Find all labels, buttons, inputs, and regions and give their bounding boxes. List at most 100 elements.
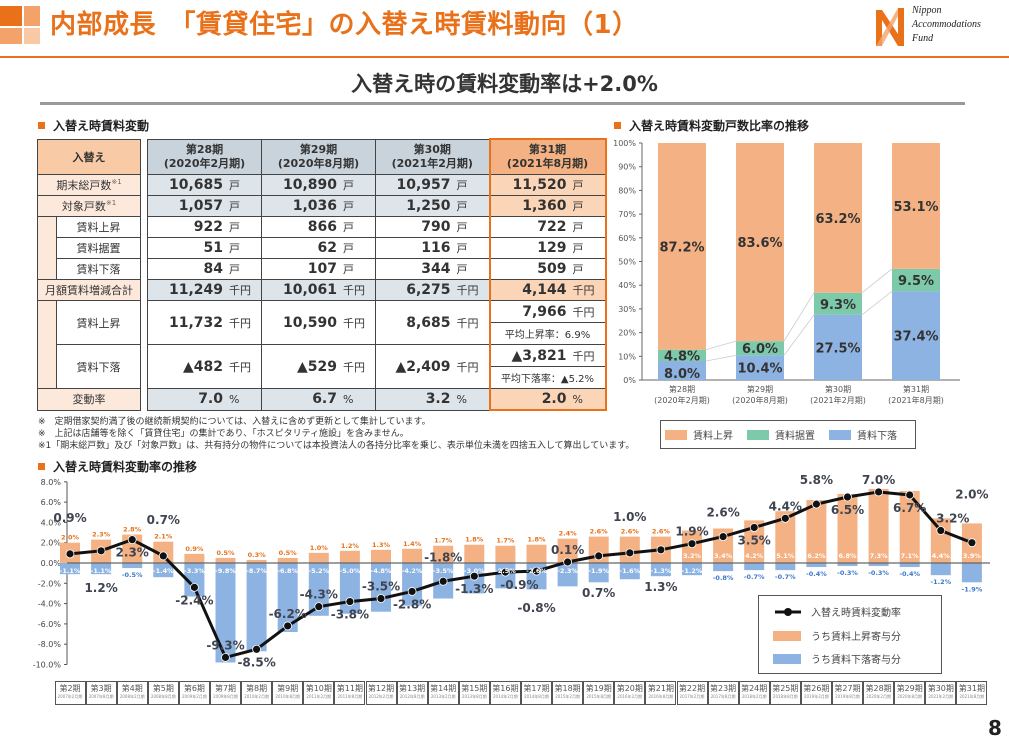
- line-value-label: 1.0%: [613, 510, 646, 524]
- column-header: 第30期 (2021年2月期): [375, 138, 490, 175]
- line-point: [625, 548, 635, 558]
- line-value-label: -0.9%: [500, 578, 538, 592]
- table-row: 賃料下落 ▲482 千円 ▲529 千円 ▲2,409 千円 ▲3,821 千円: [38, 344, 607, 389]
- rent-down-bar: [122, 563, 143, 569]
- header-decoration: [24, 6, 40, 26]
- table-cell: 10,957 戸: [375, 174, 490, 196]
- rent-down-label: -4.2%: [402, 567, 423, 575]
- line-point: [718, 532, 728, 542]
- header-decoration: [24, 28, 40, 44]
- line-value-label: 3.5%: [738, 533, 771, 547]
- rent-up-label: 6.8%: [838, 552, 857, 560]
- y-tick-label: 2.0%: [41, 539, 62, 548]
- y-tick-label: 100%: [613, 139, 636, 148]
- rent-up-label: 0.5%: [279, 549, 298, 557]
- y-tick-label: 90%: [618, 163, 636, 172]
- y-tick-label: 60%: [618, 234, 636, 243]
- legend-item: うち賃料上昇寄与分: [773, 628, 901, 643]
- x-tick-label: 第4期 2008年2月期: [116, 681, 148, 705]
- table-cell: 1,036 戸: [261, 195, 376, 217]
- rent-up-label: 1.3%: [372, 541, 391, 549]
- legend-item: うち賃料下落寄与分: [773, 651, 901, 666]
- rent-down-label: -0.3%: [868, 569, 889, 577]
- line-value-label: 0.9%: [53, 511, 86, 525]
- rent-up-label: 1.8%: [465, 536, 484, 544]
- rent-up-bar: [215, 557, 236, 563]
- data-label: 6.0%: [742, 342, 778, 357]
- y-tick-label: 8.0%: [41, 478, 62, 487]
- bar-segment: [814, 143, 862, 293]
- logo-text: Nippon Accommodations Fund: [912, 5, 981, 44]
- bar-segment: [658, 143, 706, 350]
- line-marker-icon: [775, 607, 801, 616]
- footnotes: ※ 定期借家契約満了後の継続新規契約については、入替えに含めず更新として集計して…: [38, 416, 634, 452]
- x-tick-label: 第28期 2020年2月期: [863, 681, 895, 705]
- rent-up-label: 3.4%: [714, 552, 733, 560]
- rent-down-label: -3.0%: [464, 567, 485, 575]
- rent-up-label: 3.9%: [963, 552, 982, 560]
- rent-down-bar: [557, 563, 578, 587]
- x-tick-label: 第16期 2014年2月期: [489, 681, 521, 705]
- page-number: 8: [988, 716, 1002, 740]
- rent-up-bar: [464, 544, 485, 563]
- x-tick-label: 第9期 2010年8月期: [272, 681, 304, 705]
- rent-down-label: -1.6%: [619, 567, 640, 575]
- line-point: [189, 582, 199, 592]
- line-point: [158, 551, 168, 561]
- rent-down-label: -0.7%: [775, 573, 796, 581]
- rent-down-label: -2.5%: [495, 567, 516, 575]
- x-tick-label: 第21期 2016年8月期: [645, 681, 677, 705]
- stacked-chart-legend: 賃料上昇 賃料据置 賃料下落: [660, 420, 916, 449]
- average-rate-note: 平均上昇率：6.9%: [488, 322, 607, 345]
- y-tick-label: 50%: [618, 258, 636, 267]
- rent-down-label: -0.3%: [837, 569, 858, 577]
- rent-down-bar: [308, 563, 329, 616]
- rent-down-bar: [153, 563, 174, 578]
- rent-up-label: 7.1%: [901, 552, 920, 560]
- rent-down-label: -1.1%: [60, 567, 81, 575]
- x-tick-label: (2020年8月期): [732, 395, 788, 405]
- rent-up-bar: [371, 549, 391, 563]
- rent-up-label: 0.3%: [248, 551, 267, 559]
- rent-down-label: -1.9%: [588, 567, 609, 575]
- x-tick-label: 第31期 2021年8月期: [956, 681, 988, 705]
- rent-down-label: -8.7%: [246, 567, 267, 575]
- rent-up-label: 2.6%: [652, 528, 671, 536]
- connector-line: [705, 340, 737, 351]
- rent-up-label: 2.1%: [154, 533, 173, 541]
- x-tick-label: 第22期 2017年2月期: [676, 681, 708, 705]
- rent-down-label: -1.2%: [930, 578, 951, 586]
- column-header: 第29期 (2020年8月期): [261, 138, 376, 175]
- table-cell: 4,144 千円: [488, 279, 607, 301]
- line-value-label: 7.0%: [862, 473, 895, 487]
- data-label: 9.3%: [820, 298, 856, 313]
- x-tick-label: (2020年2月期): [654, 395, 710, 405]
- bar-segment: [658, 361, 706, 380]
- rent-down-label: -3.5%: [433, 567, 454, 575]
- rent-down-label: -2.6%: [526, 567, 547, 575]
- line-point: [905, 490, 915, 500]
- rent-up-label: 4.2%: [745, 552, 764, 560]
- rent-up-label: 1.7%: [434, 537, 453, 545]
- subtitle-divider: [40, 102, 965, 105]
- table-cell: 10,590 千円: [261, 300, 376, 345]
- table-row: 月額賃料増減合計 11,249 千円 10,061 千円 6,275 千円 4,144 千円: [37, 279, 607, 301]
- rent-down-label: -0.4%: [899, 570, 920, 578]
- rent-down-label: -1.3%: [651, 567, 672, 575]
- table-cell: 1,250 戸: [375, 195, 490, 217]
- rent-up-bar: [402, 548, 423, 563]
- table-cell: 107 戸: [261, 258, 376, 280]
- column-header: 第28期 (2020年2月期): [147, 138, 262, 175]
- rent-down-bar: [713, 563, 734, 572]
- x-tick-label: 第5期 2008年8月期: [147, 681, 179, 705]
- rent-down-bar: [930, 563, 951, 576]
- x-tick-label: 第29期 2020年8月期: [894, 681, 926, 705]
- line-point: [252, 644, 262, 654]
- table-cell: 11,732 千円: [147, 300, 262, 345]
- line-value-label: 0.1%: [551, 543, 584, 557]
- logo-icon: [876, 8, 904, 46]
- line-value-label: 2.6%: [706, 506, 739, 520]
- table-cell: ▲2,409 千円: [375, 344, 490, 389]
- average-rate-note: 平均下落率：▲5.2%: [488, 366, 607, 389]
- table-cell: 6.7%: [261, 388, 376, 411]
